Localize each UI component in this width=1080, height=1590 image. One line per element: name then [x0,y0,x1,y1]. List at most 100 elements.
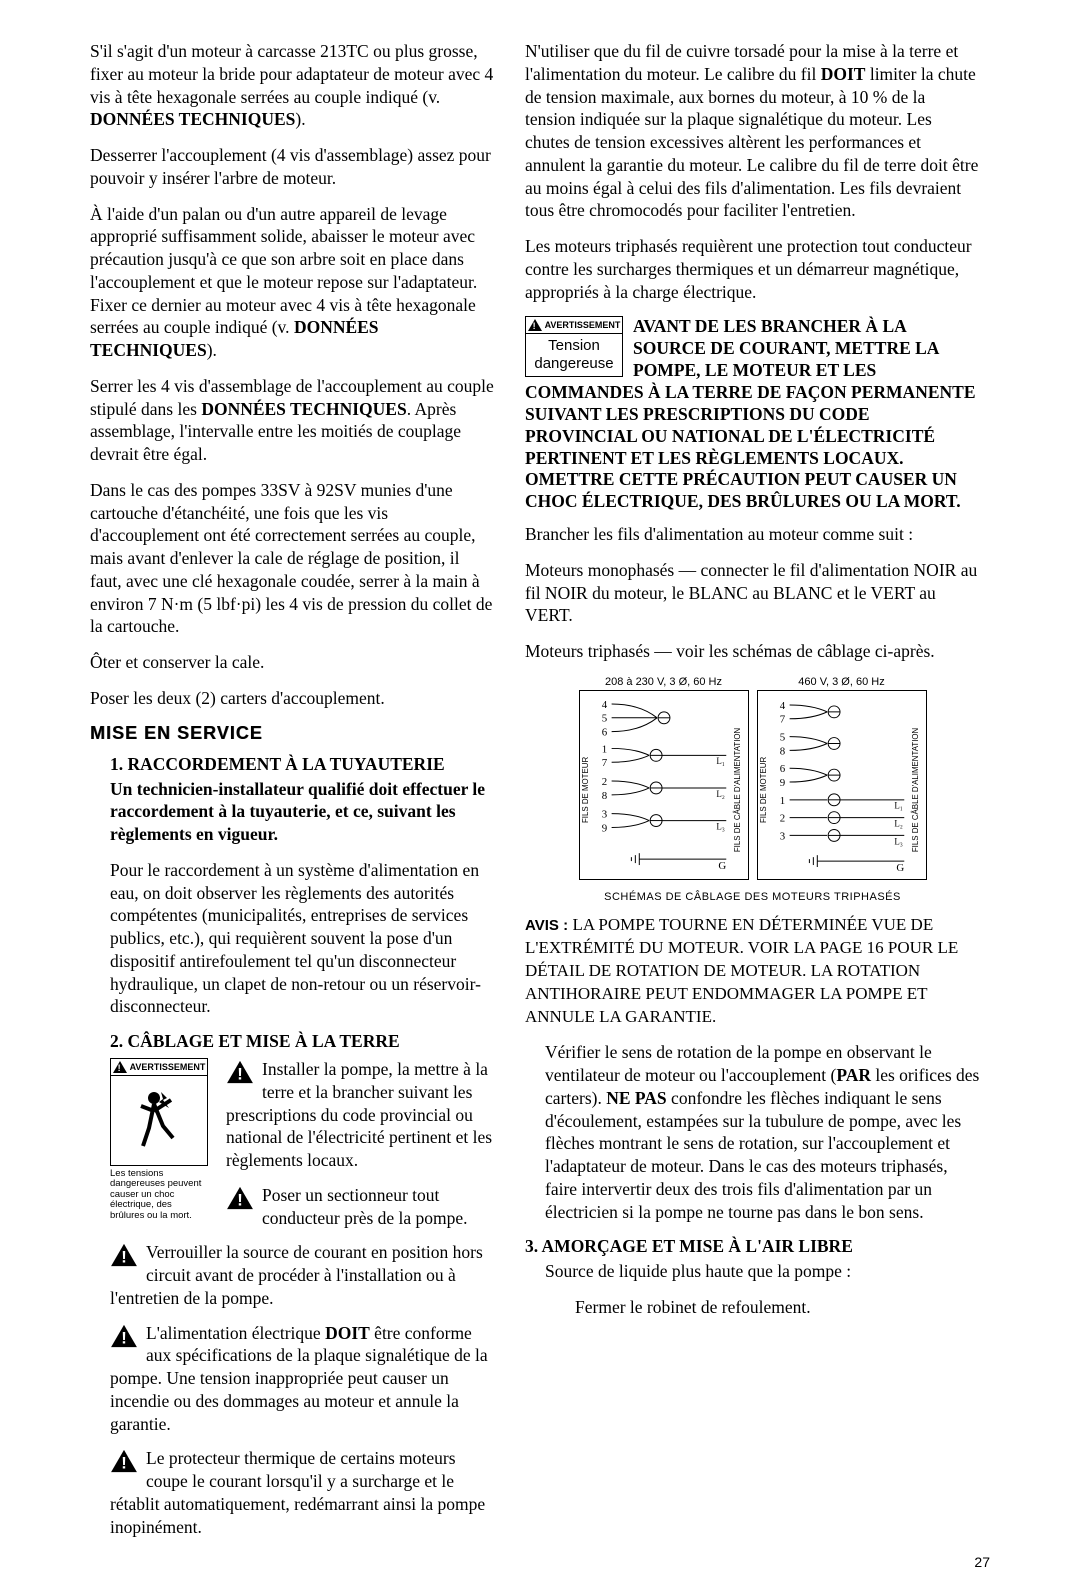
warning-paragraph: ! Le protecteur thermique de certains mo… [110,1447,495,1538]
svg-text:!: ! [121,1328,127,1347]
warning-paragraph: ! Verrouiller la source de courant en po… [110,1241,495,1309]
svg-text:L₁: L₁ [716,756,725,766]
wiring-svg-460v: FILS DE MOTEUR FILS DE CÂBLE D'ALIMENTAT… [757,690,927,880]
wiring-caption: SCHÉMAS DE CÂBLAGE DES MOTEURS TRIPHASÉS [525,891,980,903]
svg-text:FILS DE CÂBLE D'ALIMENTATION: FILS DE CÂBLE D'ALIMENTATION [911,727,920,852]
text: Le protecteur thermique de certains mote… [110,1448,485,1536]
text: Installer la pompe, la mettre à la terre… [226,1059,492,1170]
warning-body: Tension dangereuse [525,334,623,377]
warning-paragraph: ! Installer la pompe, la mettre à la ter… [226,1058,495,1172]
text-bold: NE PAS [606,1088,666,1108]
svg-text:4: 4 [779,700,785,712]
wiring-title: 208 à 230 V, 3 Ø, 60 Hz [579,676,749,688]
svg-text:8: 8 [779,745,785,757]
svg-text:!: ! [237,1190,243,1209]
warning-label: AVERTISSEMENT [525,316,623,334]
text-bold: PAR [836,1065,871,1085]
svg-text:3: 3 [601,808,606,820]
section-title: MISE EN SERVICE [90,723,495,744]
svg-text:1: 1 [779,795,784,807]
svg-text:2: 2 [601,776,606,788]
svg-text:9: 9 [601,822,606,834]
text: limiter la chute de tension maximale, au… [525,64,978,221]
svg-text:FILS DE MOTEUR: FILS DE MOTEUR [758,756,767,823]
svg-text:5: 5 [601,713,606,725]
paragraph: Serrer les 4 vis d'assemblage de l'accou… [90,375,495,466]
paragraph: Moteurs monophasés — connecter le fil d'… [525,559,980,627]
svg-text:8: 8 [601,790,607,802]
warning-triangle-icon [113,1061,127,1073]
svg-text:9: 9 [779,777,784,789]
shock-hazard-icon [129,1081,189,1161]
svg-text:L₃: L₃ [716,821,725,831]
svg-text:FILS DE CÂBLE D'ALIMENTATION: FILS DE CÂBLE D'ALIMENTATION [733,727,742,852]
svg-text:7: 7 [601,757,607,769]
warning-paragraph: ! Poser un sectionneur tout conducteur p… [226,1184,495,1230]
text-bold: DOIT [821,64,866,84]
svg-text:!: ! [121,1248,127,1267]
svg-text:L₁: L₁ [894,801,903,811]
avis-paragraph: AVIS : LA POMPE TOURNE EN DÉTERMINÉE VUE… [525,913,980,1028]
svg-text:7: 7 [779,714,785,726]
svg-text:5: 5 [779,731,784,743]
subsection-title: 2. CÂBLAGE ET MISE À LA TERRE [110,1031,495,1052]
wiring-svg-230v: FILS DE MOTEUR FILS DE CÂBLE D'ALIMENTAT… [579,690,749,880]
warning-label: AVERTISSEMENT [110,1058,208,1076]
svg-text:6: 6 [601,726,607,738]
warning-paragraph: ! L'alimentation électrique DOIT être co… [110,1322,495,1436]
paragraph: N'utiliser que du fil de cuivre torsadé … [525,40,980,222]
svg-text:6: 6 [779,763,785,775]
warning-text: AVERTISSEMENT [545,320,621,330]
wiring-panel-460v: 460 V, 3 Ø, 60 Hz FILS DE MOTEUR FILS DE… [757,676,927,885]
page-number: 27 [974,1554,990,1570]
svg-text:!: ! [121,1454,127,1473]
paragraph: Fermer le robinet de refoulement. [575,1296,980,1319]
paragraph-bold: Un technicien-installateur qualifié doit… [110,778,495,846]
warning-triangle-icon [528,319,542,331]
svg-text:L₂: L₂ [716,789,725,799]
text: À l'aide d'un palan ou d'un autre appare… [90,204,477,338]
hazard-box: AVERTISSEMENT Les tensions dangereuses p… [110,1058,208,1221]
avis-text: LA POMPE TOURNE EN DÉTERMINÉE VUE DE L'E… [525,915,958,1026]
paragraph: Dans le cas des pompes 33SV à 92SV munie… [90,479,495,638]
svg-text:4: 4 [601,699,607,711]
text-bold: DOIT [325,1323,370,1343]
wiring-title: 460 V, 3 Ø, 60 Hz [757,676,927,688]
svg-text:L₂: L₂ [894,818,903,828]
paragraph: Poser les deux (2) carters d'accouplemen… [90,687,495,710]
svg-text:3: 3 [779,830,784,842]
paragraph: Vérifier le sens de rotation de la pompe… [545,1041,980,1223]
warning-triangle-icon: ! [226,1060,256,1090]
warning-triangle-icon: ! [110,1324,140,1354]
subsection-title: 1. RACCORDEMENT À LA TUYAUTERIE [110,754,495,775]
text-bold: DONNÉES TECHNIQUES [90,109,295,129]
text: L'alimentation électrique [146,1323,325,1343]
hazard-caption: Les tensions dangereuses peuvent causer … [110,1169,208,1221]
paragraph: Ôter et conserver la cale. [90,651,495,674]
text: ). [207,340,217,360]
paragraph: S'il s'agit d'un moteur à carcasse 213TC… [90,40,495,131]
svg-text:G: G [896,862,904,874]
wiring-panel-230v: 208 à 230 V, 3 Ø, 60 Hz FILS DE MOTEUR F… [579,676,749,885]
svg-text:L₃: L₃ [894,836,903,846]
svg-text:1: 1 [601,743,606,755]
paragraph: À l'aide d'un palan ou d'un autre appare… [90,203,495,362]
warning-triangle-icon: ! [110,1243,140,1273]
text: Verrouiller la source de courant en posi… [110,1242,483,1308]
svg-text:!: ! [237,1064,243,1083]
text: Poser un sectionneur tout conducteur prè… [262,1185,468,1228]
warning-box: AVERTISSEMENT Tension dangereuse [525,316,623,377]
hazard-illustration [110,1076,208,1166]
paragraph: Pour le raccordement à un système d'alim… [110,859,495,1018]
paragraph: Brancher les fils d'alimentation au mote… [525,523,980,546]
text-bold: DONNÉES TECHNIQUES [201,399,406,419]
text: S'il s'agit d'un moteur à carcasse 213TC… [90,41,493,107]
paragraph: Moteurs triphasés — voir les schémas de … [525,640,980,663]
subsection-title: 3. AMORÇAGE ET MISE À L'AIR LIBRE [525,1236,980,1257]
wiring-diagrams: 208 à 230 V, 3 Ø, 60 Hz FILS DE MOTEUR F… [525,676,980,885]
paragraph: Source de liquide plus haute que la pomp… [545,1260,980,1283]
warning-text: AVERTISSEMENT [130,1062,206,1072]
svg-text:FILS DE MOTEUR: FILS DE MOTEUR [580,756,589,823]
svg-text:G: G [718,860,726,872]
paragraph: Les moteurs triphasés requièrent une pro… [525,235,980,303]
